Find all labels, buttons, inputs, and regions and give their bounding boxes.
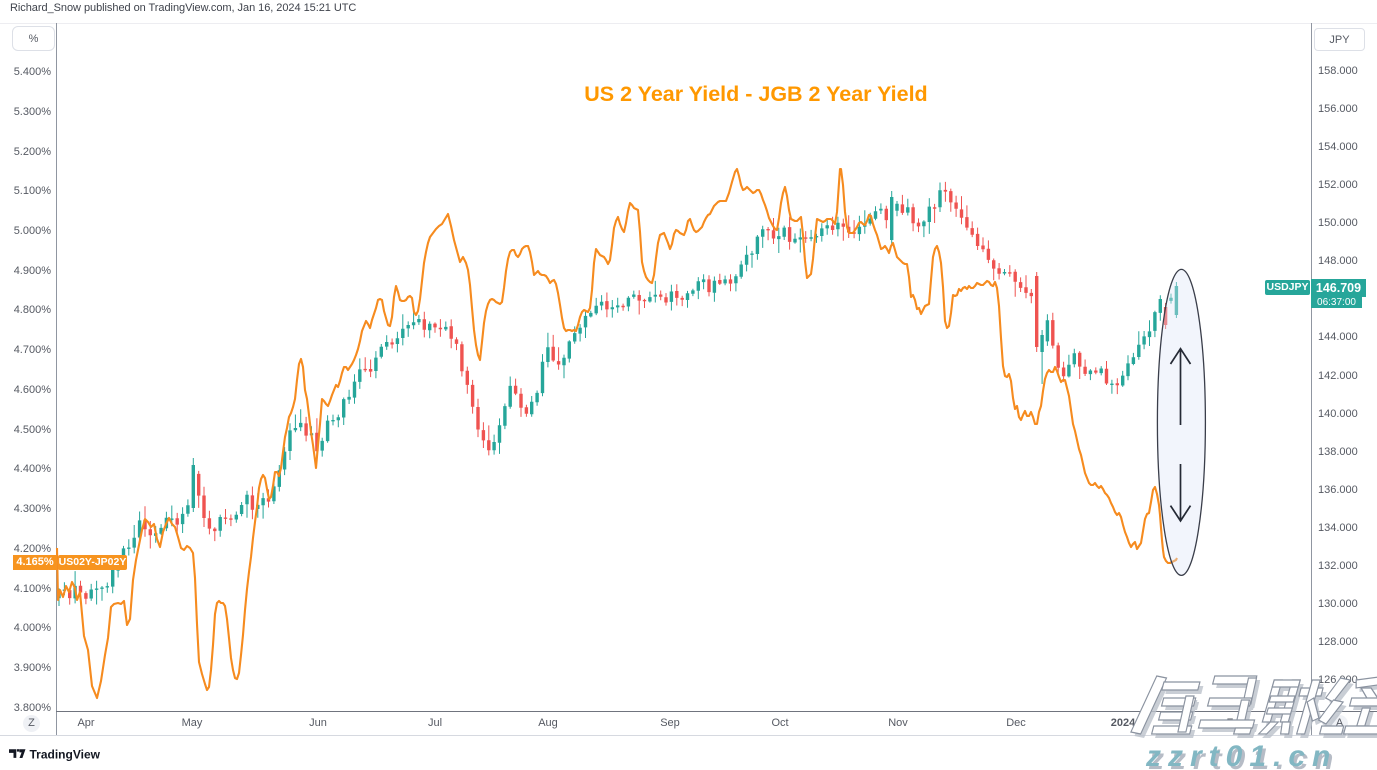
svg-text:TradingView: TradingView xyxy=(30,748,101,761)
